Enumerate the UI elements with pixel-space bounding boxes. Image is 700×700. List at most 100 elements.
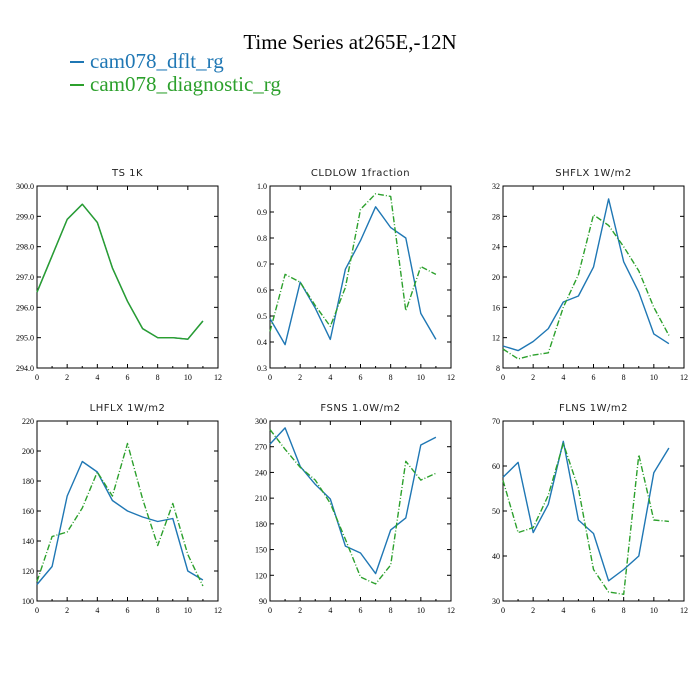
y-tick-label: 0.3 [257, 364, 267, 373]
chart-panel-0: TS 1K 0 2 4 6 8 10 12 294.0 295.0 296.0 297.0 298.0 2… [16, 168, 222, 382]
x-tick-label: 0 [501, 606, 505, 615]
x-tick-label: 10 [650, 606, 658, 615]
y-tick-label: 297.0 [16, 273, 34, 282]
y-tick-label: 300.0 [16, 182, 34, 191]
y-tick-label: 160 [22, 507, 34, 516]
x-tick-label: 6 [359, 606, 363, 615]
chart-panel-3: LHFLX 1W/m2 0 2 4 6 8 10 12 100 120 140 160 180 200 22… [22, 403, 222, 615]
x-tick-label: 10 [417, 373, 425, 382]
x-tick-label: 6 [126, 373, 130, 382]
legend-swatch-dflt [70, 60, 84, 63]
x-tick-label: 10 [184, 606, 192, 615]
x-tick-label: 6 [126, 606, 130, 615]
plot-frame [502, 185, 685, 369]
series-line-diagnostic [36, 203, 204, 340]
x-tick-label: 4 [328, 606, 332, 615]
legend-label-dflt: cam078_dflt_rg [90, 49, 224, 73]
y-tick-label: 0.9 [257, 208, 267, 217]
series-line-dflt [269, 206, 437, 346]
x-tick-label: 2 [65, 606, 69, 615]
figure-title: Time Series at265E,-12N [243, 30, 457, 54]
plot-frame [269, 420, 452, 602]
y-tick-label: 50 [492, 507, 500, 516]
y-tick-label: 298.0 [16, 243, 34, 252]
y-tick-label: 120 [255, 571, 267, 580]
x-tick-label: 2 [531, 373, 535, 382]
x-tick-label: 2 [298, 606, 302, 615]
x-tick-label: 10 [650, 373, 658, 382]
x-tick-label: 2 [531, 606, 535, 615]
plot-frame [502, 420, 685, 602]
y-tick-label: 180 [255, 520, 267, 529]
series-line-diagnostic [36, 442, 204, 587]
panel-title: FSNS 1.0W/m2 [320, 403, 400, 414]
y-tick-label: 0.6 [257, 286, 267, 295]
series-line-dflt [36, 460, 204, 585]
y-tick-label: 32 [492, 182, 500, 191]
y-tick-label: 90 [259, 597, 267, 606]
x-tick-label: 12 [214, 373, 222, 382]
x-tick-label: 10 [417, 606, 425, 615]
y-tick-label: 296.0 [16, 303, 34, 312]
chart-panel-5: FLNS 1W/m2 0 2 4 6 8 10 12 30 40 50 60 70 [492, 403, 688, 615]
legend-swatch-diagnostic [70, 83, 84, 86]
x-tick-label: 0 [35, 373, 39, 382]
series-line-diagnostic [269, 193, 437, 332]
legend-label-diagnostic: cam078_diagnostic_rg [90, 72, 281, 96]
x-tick-label: 4 [561, 373, 565, 382]
y-tick-label: 16 [492, 303, 500, 312]
y-tick-label: 24 [492, 243, 500, 252]
x-tick-label: 4 [95, 373, 99, 382]
series-line-dflt [502, 198, 670, 352]
y-tick-label: 30 [492, 597, 500, 606]
y-tick-label: 0.8 [257, 234, 267, 243]
x-tick-label: 8 [389, 373, 393, 382]
x-tick-label: 6 [592, 373, 596, 382]
chart-panel-4: FSNS 1.0W/m2 0 2 4 6 8 10 12 90 120 150 180 210 240 27… [255, 403, 455, 615]
y-tick-label: 8 [496, 364, 500, 373]
x-tick-label: 8 [622, 373, 626, 382]
plot-frame [269, 185, 452, 369]
series-line-dflt [269, 427, 437, 575]
legend-item-dflt: cam078_dflt_rg [70, 49, 281, 73]
panel-title: SHFLX 1W/m2 [555, 168, 631, 179]
y-tick-label: 180 [22, 477, 34, 486]
panel-title: FLNS 1W/m2 [559, 403, 628, 414]
x-tick-label: 0 [268, 606, 272, 615]
y-tick-label: 20 [492, 273, 500, 282]
y-tick-label: 0.5 [257, 312, 267, 321]
y-tick-label: 28 [492, 212, 500, 221]
x-tick-label: 4 [95, 606, 99, 615]
y-tick-label: 210 [255, 494, 267, 503]
x-tick-label: 4 [328, 373, 332, 382]
y-tick-label: 40 [492, 552, 500, 561]
x-tick-label: 2 [65, 373, 69, 382]
y-tick-label: 60 [492, 462, 500, 471]
y-tick-label: 299.0 [16, 212, 34, 221]
series-line-diagnostic [502, 214, 670, 360]
x-tick-label: 12 [447, 606, 455, 615]
legend: cam078_dflt_rg cam078_diagnostic_rg [70, 49, 281, 96]
x-tick-label: 12 [214, 606, 222, 615]
x-tick-label: 2 [298, 373, 302, 382]
series-line-diagnostic [269, 429, 437, 585]
series-line-dflt [36, 203, 204, 340]
x-tick-label: 12 [447, 373, 455, 382]
y-tick-label: 100 [22, 597, 34, 606]
series-line-diagnostic [502, 442, 669, 595]
panel-title: TS 1K [111, 168, 143, 179]
x-tick-label: 6 [592, 606, 596, 615]
y-tick-label: 220 [22, 417, 34, 426]
x-tick-label: 8 [389, 606, 393, 615]
x-tick-label: 6 [359, 373, 363, 382]
y-tick-label: 294.0 [16, 364, 34, 373]
x-tick-label: 12 [680, 606, 688, 615]
y-tick-label: 295.0 [16, 334, 34, 343]
y-tick-label: 200 [22, 447, 34, 456]
x-tick-label: 4 [561, 606, 565, 615]
y-tick-label: 270 [255, 443, 267, 452]
y-tick-label: 300 [255, 417, 267, 426]
x-tick-label: 8 [156, 606, 160, 615]
panel-title: LHFLX 1W/m2 [90, 403, 166, 414]
